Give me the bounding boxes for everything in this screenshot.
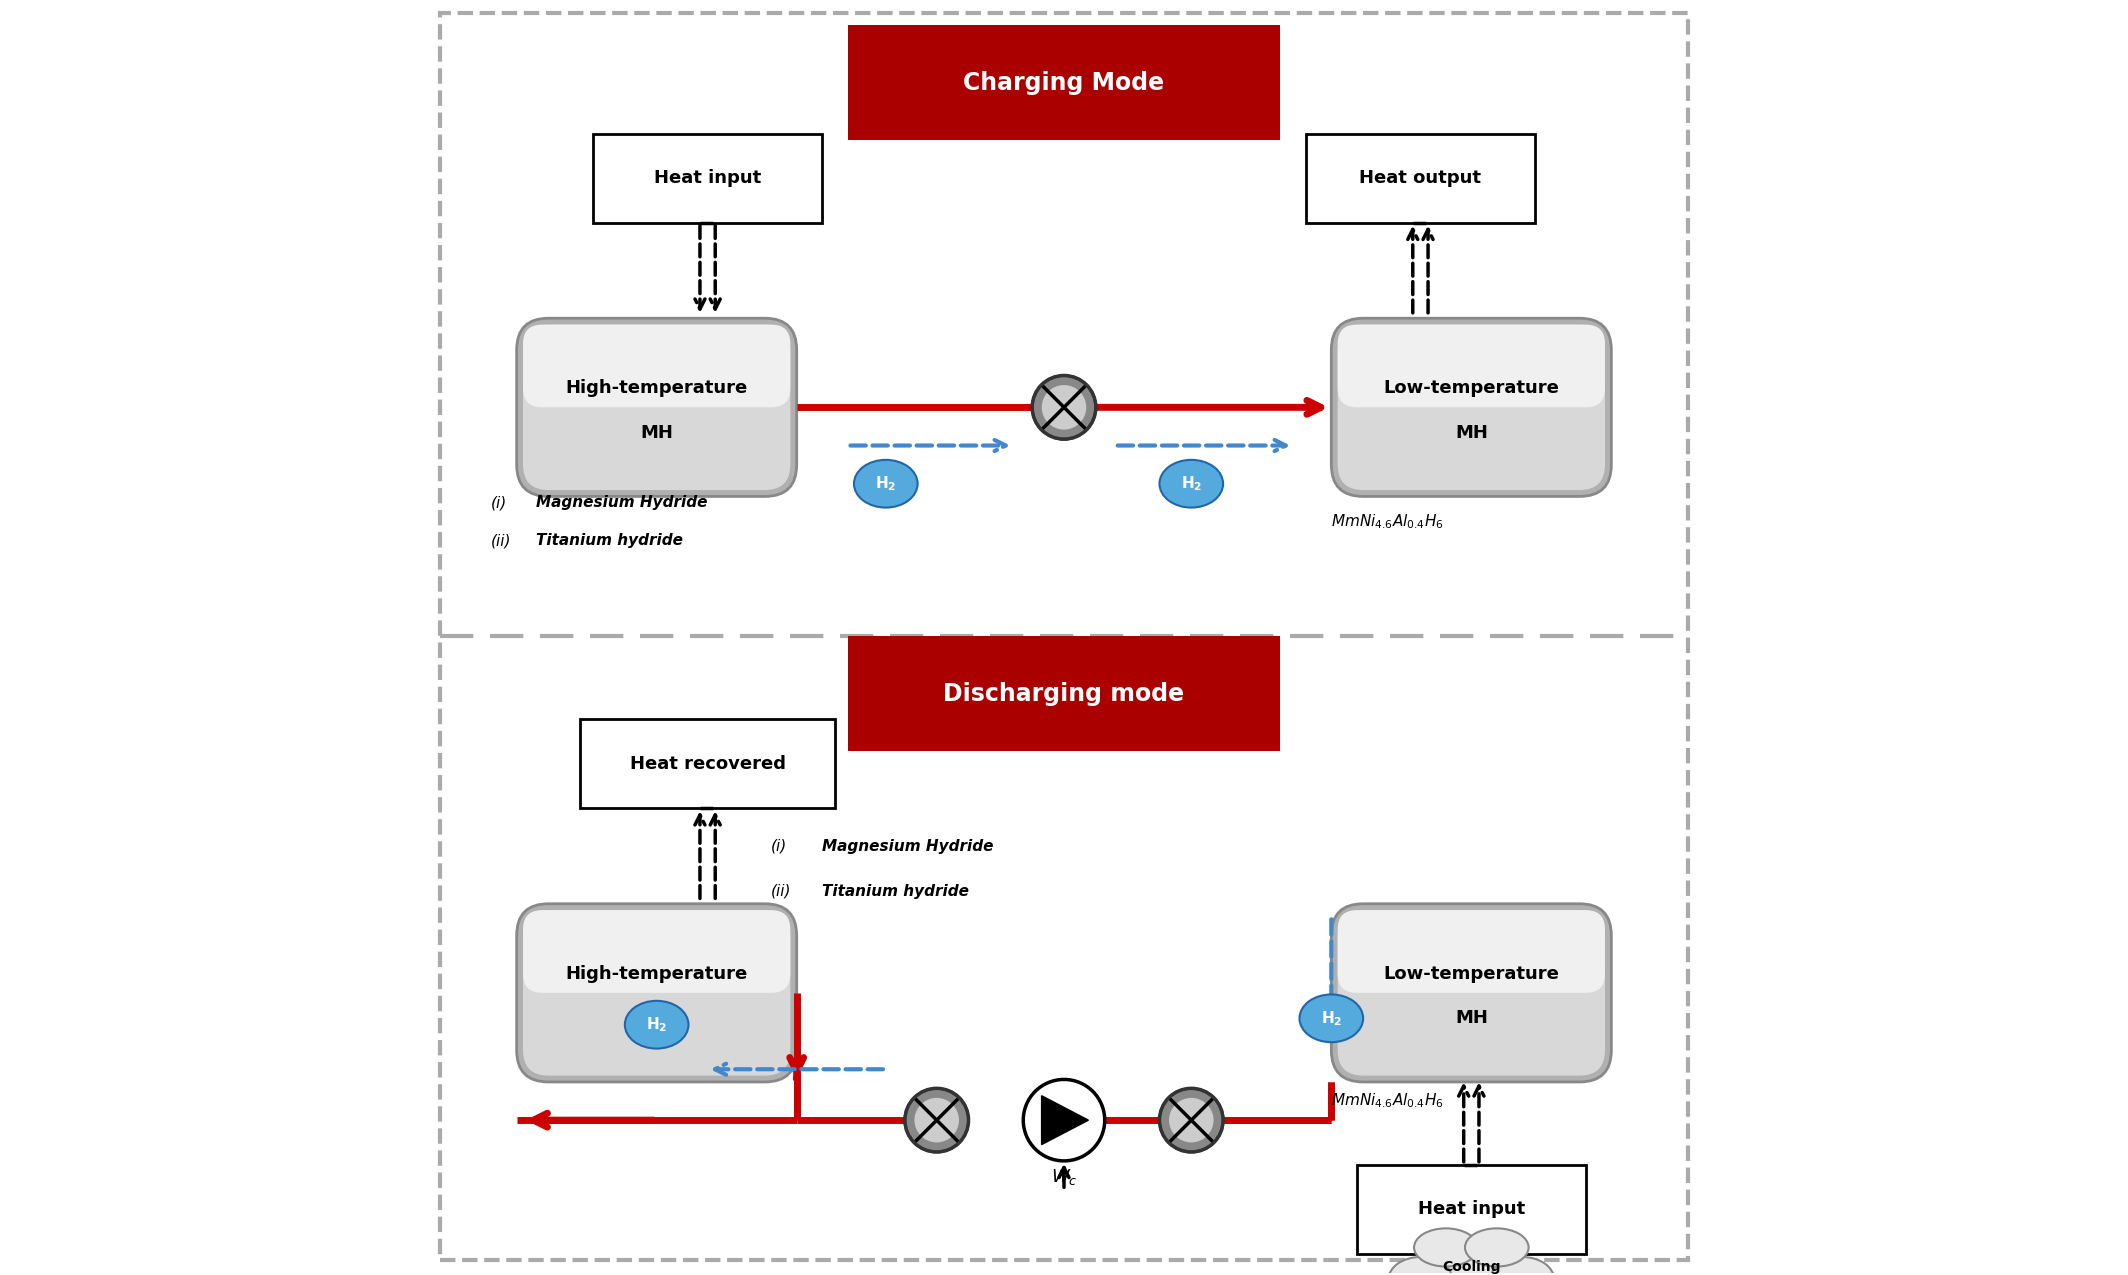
- Circle shape: [1160, 1089, 1224, 1153]
- Text: Magnesium Hydride: Magnesium Hydride: [821, 839, 994, 854]
- FancyBboxPatch shape: [1339, 910, 1605, 993]
- FancyBboxPatch shape: [523, 325, 789, 490]
- FancyBboxPatch shape: [1339, 910, 1605, 1076]
- FancyBboxPatch shape: [847, 636, 1281, 751]
- Text: Heat input: Heat input: [653, 170, 762, 187]
- Circle shape: [904, 1089, 968, 1153]
- Ellipse shape: [1490, 1257, 1553, 1275]
- Text: Heat recovered: Heat recovered: [630, 755, 785, 773]
- FancyBboxPatch shape: [523, 325, 789, 407]
- Circle shape: [1043, 385, 1085, 430]
- Text: Cooling: Cooling: [1443, 1260, 1500, 1274]
- FancyBboxPatch shape: [523, 910, 789, 1076]
- FancyBboxPatch shape: [1339, 325, 1605, 407]
- FancyBboxPatch shape: [594, 134, 821, 223]
- Text: (ii): (ii): [492, 533, 511, 548]
- Text: High-temperature: High-temperature: [566, 965, 747, 983]
- FancyBboxPatch shape: [1332, 319, 1611, 496]
- Text: (i): (i): [770, 839, 787, 854]
- Text: $\mathbf{H_2}$: $\mathbf{H_2}$: [875, 474, 896, 493]
- FancyBboxPatch shape: [440, 13, 1688, 1260]
- FancyBboxPatch shape: [523, 910, 789, 993]
- FancyBboxPatch shape: [581, 719, 834, 808]
- Ellipse shape: [1390, 1257, 1451, 1275]
- Text: $\mathbf{H_2}$: $\mathbf{H_2}$: [647, 1015, 668, 1034]
- Ellipse shape: [1160, 460, 1224, 507]
- Text: $\mathbf{H_2}$: $\mathbf{H_2}$: [1321, 1009, 1343, 1028]
- Ellipse shape: [853, 460, 917, 507]
- FancyBboxPatch shape: [517, 904, 796, 1082]
- Text: Magnesium Hydride: Magnesium Hydride: [536, 495, 706, 510]
- Text: Heat input: Heat input: [1417, 1200, 1526, 1219]
- Text: $MmNi_{4.6}Al_{0.4}H_6$: $MmNi_{4.6}Al_{0.4}H_6$: [1332, 1091, 1445, 1111]
- Ellipse shape: [1300, 994, 1364, 1042]
- Text: Charging Mode: Charging Mode: [964, 70, 1164, 94]
- Text: $W_c$: $W_c$: [1051, 1168, 1077, 1187]
- Circle shape: [1024, 1080, 1104, 1162]
- FancyBboxPatch shape: [517, 319, 796, 496]
- Text: (i): (i): [492, 495, 506, 510]
- Ellipse shape: [626, 1001, 689, 1048]
- Polygon shape: [1041, 1095, 1087, 1145]
- Text: Titanium hydride: Titanium hydride: [536, 533, 683, 548]
- Text: $\mathbf{H_2}$: $\mathbf{H_2}$: [1181, 474, 1202, 493]
- FancyBboxPatch shape: [1307, 134, 1534, 223]
- Circle shape: [1032, 376, 1096, 439]
- Text: High-temperature: High-temperature: [566, 379, 747, 398]
- Text: Low-temperature: Low-temperature: [1383, 965, 1560, 983]
- FancyBboxPatch shape: [1339, 325, 1605, 490]
- Circle shape: [915, 1098, 960, 1142]
- Text: Discharging mode: Discharging mode: [943, 682, 1185, 706]
- Text: MH: MH: [641, 1010, 672, 1028]
- FancyBboxPatch shape: [847, 26, 1281, 140]
- Text: MH: MH: [641, 423, 672, 442]
- FancyBboxPatch shape: [1358, 1164, 1585, 1253]
- Text: MH: MH: [1456, 423, 1487, 442]
- Text: (ii): (ii): [770, 884, 792, 899]
- Circle shape: [1168, 1098, 1213, 1142]
- Text: $MmNi_{4.6}Al_{0.4}H_6$: $MmNi_{4.6}Al_{0.4}H_6$: [1332, 513, 1445, 532]
- Ellipse shape: [1419, 1241, 1522, 1275]
- Text: Titanium hydride: Titanium hydride: [821, 884, 968, 899]
- Text: Heat output: Heat output: [1360, 170, 1481, 187]
- Ellipse shape: [1464, 1228, 1528, 1266]
- Text: MH: MH: [1456, 1010, 1487, 1028]
- Text: Low-temperature: Low-temperature: [1383, 379, 1560, 398]
- Ellipse shape: [1413, 1228, 1477, 1266]
- FancyBboxPatch shape: [1332, 904, 1611, 1082]
